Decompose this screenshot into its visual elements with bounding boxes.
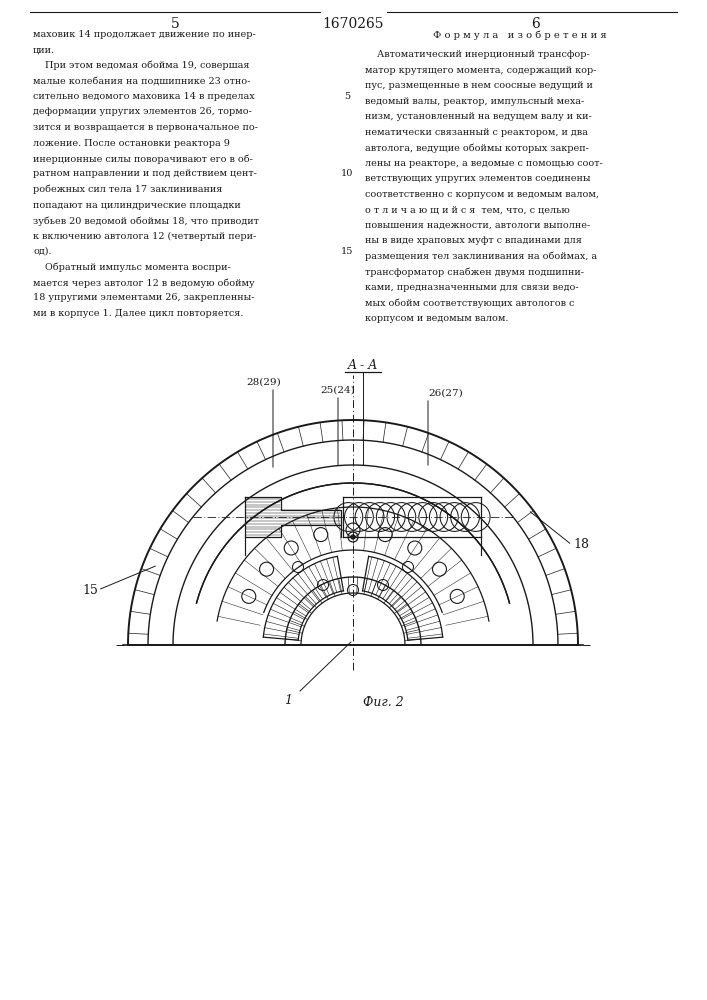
Text: маховик 14 продолжает движение по инер-: маховик 14 продолжает движение по инер- <box>33 30 256 39</box>
Text: о т л и ч а ю щ и й с я  тем, что, с целью: о т л и ч а ю щ и й с я тем, что, с цель… <box>365 205 570 214</box>
Text: зится и возвращается в первоначальное по-: зится и возвращается в первоначальное по… <box>33 123 258 132</box>
Text: сительно ведомого маховика 14 в пределах: сительно ведомого маховика 14 в пределах <box>33 92 255 101</box>
Text: ратном направлении и под действием цент-: ратном направлении и под действием цент- <box>33 169 257 178</box>
Text: Ф о р м у л а   и з о б р е т е н и я: Ф о р м у л а и з о б р е т е н и я <box>433 30 607 39</box>
Text: ны в виде храповых муфт с впадинами для: ны в виде храповых муфт с впадинами для <box>365 236 582 245</box>
Text: лены на реакторе, а ведомые с помощью соот-: лены на реакторе, а ведомые с помощью со… <box>365 159 603 168</box>
Text: Обратный импульс момента воспри-: Обратный импульс момента воспри- <box>33 262 230 272</box>
Text: пус, размещенные в нем соосные ведущий и: пус, размещенные в нем соосные ведущий и <box>365 81 593 90</box>
Text: размещения тел заклинивания на обоймах, а: размещения тел заклинивания на обоймах, … <box>365 252 597 261</box>
Text: корпусом и ведомым валом.: корпусом и ведомым валом. <box>365 314 508 323</box>
Text: мается через автолог 12 в ведомую обойму: мается через автолог 12 в ведомую обойму <box>33 278 255 288</box>
Text: 15: 15 <box>82 584 98 596</box>
Text: ми в корпусе 1. Далее цикл повторяется.: ми в корпусе 1. Далее цикл повторяется. <box>33 309 243 318</box>
Text: зубьев 20 ведомой обоймы 18, что приводит: зубьев 20 ведомой обоймы 18, что приводи… <box>33 216 259 226</box>
Text: 1670265: 1670265 <box>322 17 384 31</box>
Text: Фиг. 2: Фиг. 2 <box>363 696 404 710</box>
Text: повышения надежности, автологи выполне-: повышения надежности, автологи выполне- <box>365 221 590 230</box>
Text: 5: 5 <box>170 17 180 31</box>
Text: ветствующих упругих элементов соединены: ветствующих упругих элементов соединены <box>365 174 590 183</box>
Text: 26(27): 26(27) <box>428 389 463 398</box>
Text: 28(29): 28(29) <box>246 378 281 387</box>
Text: 10: 10 <box>341 169 354 178</box>
Text: автолога, ведущие обоймы которых закреп-: автолога, ведущие обоймы которых закреп- <box>365 143 589 153</box>
Text: 25(24): 25(24) <box>321 386 356 395</box>
Text: 18: 18 <box>573 538 589 552</box>
Text: соответственно с корпусом и ведомым валом,: соответственно с корпусом и ведомым вало… <box>365 190 599 199</box>
Text: од).: од). <box>33 247 52 256</box>
Text: робежных сил тела 17 заклинивания: робежных сил тела 17 заклинивания <box>33 185 223 194</box>
Text: 18 упругими элементами 26, закрепленны-: 18 упругими элементами 26, закрепленны- <box>33 294 255 302</box>
Text: к включению автолога 12 (четвертый пери-: к включению автолога 12 (четвертый пери- <box>33 232 256 241</box>
Text: A - A: A - A <box>348 359 378 372</box>
Text: 5: 5 <box>344 92 350 101</box>
Text: ведомый валы, реактор, импульсный меха-: ведомый валы, реактор, импульсный меха- <box>365 97 584 106</box>
Text: малые колебания на подшипнике 23 отно-: малые колебания на подшипнике 23 отно- <box>33 77 250 86</box>
Text: трансформатор снабжен двумя подшипни-: трансформатор снабжен двумя подшипни- <box>365 267 584 277</box>
Text: нематически связанный с реактором, и два: нематически связанный с реактором, и два <box>365 128 588 137</box>
Text: Автоматический инерционный трансфор-: Автоматический инерционный трансфор- <box>365 50 590 59</box>
Text: ками, предназначенными для связи ведо-: ками, предназначенными для связи ведо- <box>365 283 578 292</box>
Text: 15: 15 <box>341 247 354 256</box>
Text: ложение. После остановки реактора 9: ложение. После остановки реактора 9 <box>33 138 230 147</box>
Text: деформации упругих элементов 26, тормо-: деформации упругих элементов 26, тормо- <box>33 107 252 116</box>
Text: ции.: ции. <box>33 45 55 54</box>
Text: низм, установленный на ведущем валу и ки-: низм, установленный на ведущем валу и ки… <box>365 112 592 121</box>
Text: попадают на цилиндрические площадки: попадают на цилиндрические площадки <box>33 200 241 210</box>
Text: мых обойм соответствующих автологов с: мых обойм соответствующих автологов с <box>365 298 574 308</box>
Text: При этом ведомая обойма 19, совершая: При этом ведомая обойма 19, совершая <box>33 61 250 70</box>
Text: 1: 1 <box>284 694 292 706</box>
Text: матор крутящего момента, содержащий кор-: матор крутящего момента, содержащий кор- <box>365 66 597 75</box>
Text: 6: 6 <box>531 17 539 31</box>
Text: инерционные силы поворачивают его в об-: инерционные силы поворачивают его в об- <box>33 154 253 163</box>
Circle shape <box>351 535 355 539</box>
